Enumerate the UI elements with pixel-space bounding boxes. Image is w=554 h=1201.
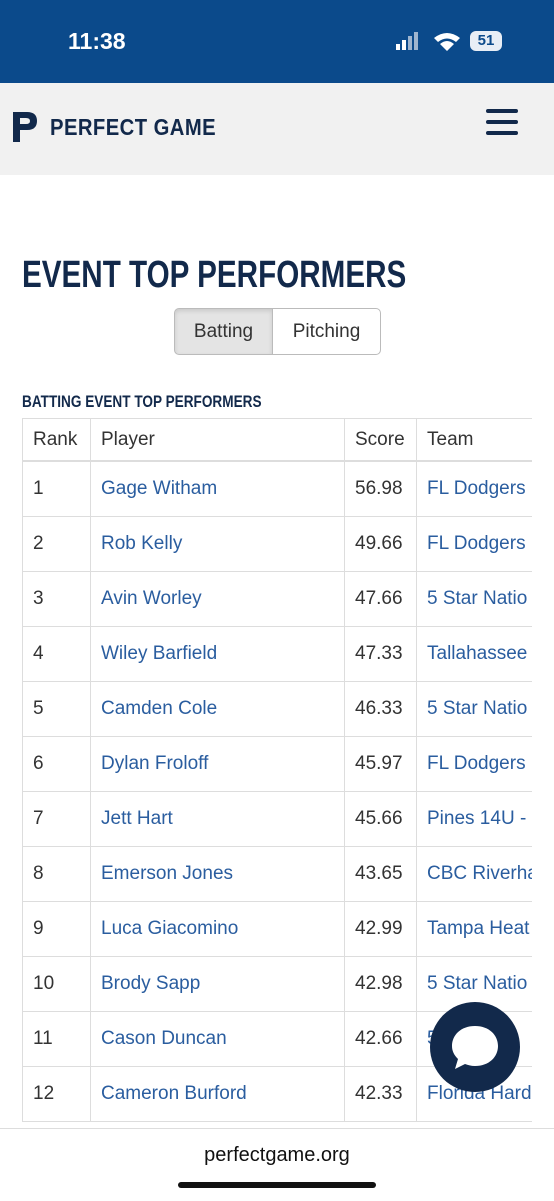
cell: 42.99 bbox=[344, 901, 417, 957]
cell: 12 bbox=[22, 1066, 91, 1122]
cell[interactable]: Cameron Burford bbox=[90, 1066, 345, 1122]
table-row: 2 Rob Kelly 49.66 FL Dodgers bbox=[22, 516, 532, 572]
table-row: 7 Jett Hart 45.66 Pines 14U - bbox=[22, 791, 532, 847]
cell: 6 bbox=[22, 736, 91, 792]
time: 11:38 bbox=[68, 28, 126, 54]
signal-wifi bbox=[396, 32, 460, 51]
cell: 45.97 bbox=[344, 736, 417, 792]
cell: 8 bbox=[22, 846, 91, 902]
cell: 42.66 bbox=[344, 1011, 417, 1067]
cell[interactable]: Gage Witham bbox=[90, 460, 345, 517]
cell: 7 bbox=[22, 791, 91, 847]
cell: 56.98 bbox=[344, 460, 417, 517]
cell: 42.98 bbox=[344, 956, 417, 1012]
table-row: 1 Gage Witham 56.98 FL Dodgers bbox=[22, 460, 532, 517]
cell: 4 bbox=[22, 626, 91, 682]
table-container: Rank Player Score Team 1 Gage Witham 56.98 FL … bbox=[22, 418, 532, 1128]
battery: 51 bbox=[470, 31, 502, 51]
cell: 46.33 bbox=[344, 681, 417, 737]
table-row: 3 Avin Worley 47.66 5 Star Natio bbox=[22, 571, 532, 627]
cell[interactable]: Dylan Froloff bbox=[90, 736, 345, 792]
cell: 10 bbox=[22, 956, 91, 1012]
chat-icon bbox=[452, 1026, 498, 1069]
cell[interactable]: Avin Worley bbox=[90, 571, 345, 627]
browser-bar bbox=[0, 1128, 554, 1201]
cell[interactable]: FL Dodgers bbox=[416, 736, 532, 792]
cell[interactable]: Camden Cole bbox=[90, 681, 345, 737]
column-header: Score bbox=[344, 418, 417, 462]
cell[interactable]: Rob Kelly bbox=[90, 516, 345, 572]
cell: 49.66 bbox=[344, 516, 417, 572]
cell[interactable]: 5 Star Natio bbox=[416, 956, 532, 1012]
brand: PERFECT GAME bbox=[50, 114, 217, 140]
logo bbox=[13, 112, 37, 142]
cell: 47.66 bbox=[344, 571, 417, 627]
cell: 3 bbox=[22, 571, 91, 627]
cell[interactable]: 5 Star Natio bbox=[416, 681, 532, 737]
tab[interactable]: Batting bbox=[174, 308, 273, 355]
column-header: Rank bbox=[22, 418, 91, 462]
status-bar bbox=[0, 0, 554, 83]
cell[interactable]: Pines 14U - bbox=[416, 791, 532, 847]
cell[interactable]: FL Dodgers bbox=[416, 460, 532, 517]
cell: 43.65 bbox=[344, 846, 417, 902]
cell[interactable]: Emerson Jones bbox=[90, 846, 345, 902]
table-row: 4 Wiley Barfield 47.33 Tallahassee bbox=[22, 626, 532, 682]
cell[interactable]: 5 Star Natio bbox=[416, 571, 532, 627]
cell[interactable]: Wiley Barfield bbox=[90, 626, 345, 682]
cell[interactable]: CBC Riverha bbox=[416, 846, 532, 902]
cell: 1 bbox=[22, 460, 91, 517]
table-row: 9 Luca Giacomino 42.99 Tampa Heat bbox=[22, 901, 532, 957]
table-row: 5 Camden Cole 46.33 5 Star Natio bbox=[22, 681, 532, 737]
cell: 9 bbox=[22, 901, 91, 957]
cell[interactable]: Tallahassee bbox=[416, 626, 532, 682]
performers-table: Rank Player Score Team 1 Gage Witham 56.98 FL … bbox=[22, 418, 532, 1122]
cell: 42.33 bbox=[344, 1066, 417, 1122]
page-title: EVENT TOP PERFORMERS bbox=[22, 254, 407, 296]
cell[interactable]: Brody Sapp bbox=[90, 956, 345, 1012]
cell: 11 bbox=[22, 1011, 91, 1067]
cell[interactable]: FL Dodgers bbox=[416, 516, 532, 572]
section-title: BATTING EVENT TOP PERFORMERS bbox=[22, 392, 262, 411]
cell: 5 bbox=[22, 681, 91, 737]
site-header bbox=[0, 83, 554, 175]
cell[interactable]: Luca Giacomino bbox=[90, 901, 345, 957]
cell: 45.66 bbox=[344, 791, 417, 847]
table-row: 10 Brody Sapp 42.98 5 Star Natio bbox=[22, 956, 532, 1012]
cell: 2 bbox=[22, 516, 91, 572]
column-header: Player bbox=[90, 418, 345, 462]
cell[interactable]: Cason Duncan bbox=[90, 1011, 345, 1067]
header-row: Rank Player Score Team bbox=[22, 418, 532, 462]
home-indicator bbox=[178, 1182, 376, 1188]
url: perfectgame.org bbox=[204, 1144, 350, 1166]
cell[interactable]: Tampa Heat bbox=[416, 901, 532, 957]
table-row: 6 Dylan Froloff 45.97 FL Dodgers bbox=[22, 736, 532, 792]
table-row: 8 Emerson Jones 43.65 CBC Riverha bbox=[22, 846, 532, 902]
cell[interactable]: Jett Hart bbox=[90, 791, 345, 847]
column-header: Team bbox=[416, 418, 532, 462]
menu-button[interactable] bbox=[486, 109, 518, 135]
tab[interactable]: Pitching bbox=[272, 308, 381, 355]
chat-button[interactable] bbox=[430, 1002, 520, 1092]
cell: 47.33 bbox=[344, 626, 417, 682]
